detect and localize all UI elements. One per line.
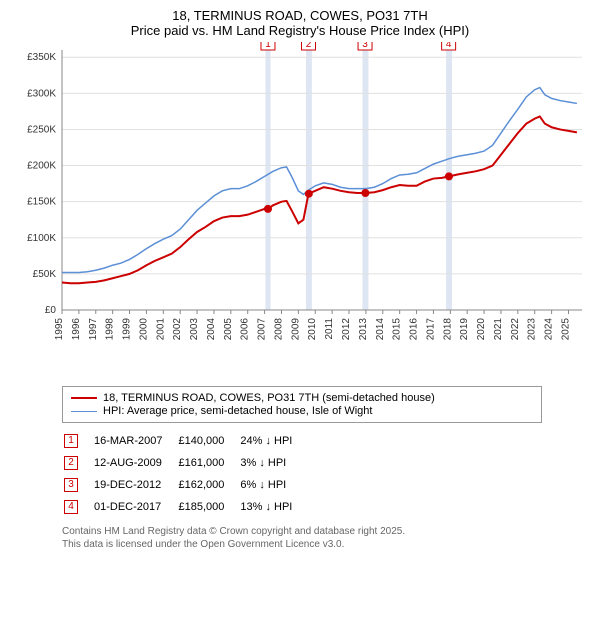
sale-price: £162,000 [178,475,238,495]
svg-text:2021: 2021 [493,318,504,341]
svg-text:2017: 2017 [425,318,436,341]
sale-marker: 2 [64,456,78,470]
footer-line-2: This data is licensed under the Open Gov… [62,538,578,551]
svg-text:2013: 2013 [358,318,369,341]
svg-text:2004: 2004 [206,318,217,341]
sale-date: 01-DEC-2017 [94,497,176,517]
attribution-footer: Contains HM Land Registry data © Crown c… [62,525,578,551]
svg-text:1999: 1999 [122,318,133,341]
svg-text:1996: 1996 [71,318,82,341]
title-line-1: 18, TERMINUS ROAD, COWES, PO31 7TH [12,8,588,23]
sale-delta: 13% ↓ HPI [240,497,306,517]
table-row: 1 16-MAR-2007£140,00024% ↓ HPI [64,431,306,451]
legend-label: HPI: Average price, semi-detached house,… [103,405,372,417]
svg-text:2000: 2000 [138,318,149,341]
svg-text:2008: 2008 [273,318,284,341]
svg-text:2024: 2024 [544,318,555,341]
svg-text:2012: 2012 [341,318,352,341]
sale-delta: 24% ↓ HPI [240,431,306,451]
svg-text:2006: 2006 [240,318,251,341]
svg-text:2025: 2025 [560,318,571,341]
svg-text:1997: 1997 [88,318,99,341]
svg-text:3: 3 [362,42,368,50]
svg-text:2016: 2016 [409,318,420,341]
sale-date: 19-DEC-2012 [94,475,176,495]
legend-box: 18, TERMINUS ROAD, COWES, PO31 7TH (semi… [62,386,542,423]
svg-text:£300K: £300K [27,88,56,99]
svg-text:£100K: £100K [27,233,56,244]
legend-row: 18, TERMINUS ROAD, COWES, PO31 7TH (semi… [71,392,533,404]
sale-price: £185,000 [178,497,238,517]
svg-text:2022: 2022 [510,318,521,341]
svg-text:2015: 2015 [392,318,403,341]
price-chart-container: { "title": { "line1": "18, TERMINUS ROAD… [0,0,600,561]
sale-delta: 6% ↓ HPI [240,475,306,495]
legend-swatch [71,397,97,399]
svg-text:£150K: £150K [27,197,56,208]
svg-text:2: 2 [306,42,312,50]
svg-text:2011: 2011 [324,318,335,340]
chart-area: £0 £50K £100K £150K £200K £250K £300K £350K 1995… [12,42,588,382]
svg-text:£0: £0 [45,305,57,316]
svg-text:2007: 2007 [257,318,268,341]
legend-label: 18, TERMINUS ROAD, COWES, PO31 7TH (semi… [103,392,435,404]
svg-text:2018: 2018 [442,318,453,341]
svg-text:1995: 1995 [54,318,65,341]
sale-marker: 4 [64,500,78,514]
table-row: 2 12-AUG-2009£161,0003% ↓ HPI [64,453,306,473]
title-line-2: Price paid vs. HM Land Registry's House … [12,23,588,38]
svg-text:2005: 2005 [223,318,234,341]
svg-text:£350K: £350K [27,52,56,63]
svg-text:4: 4 [446,42,452,50]
sale-marker: 1 [64,434,78,448]
table-row: 3 19-DEC-2012£162,0006% ↓ HPI [64,475,306,495]
svg-text:2010: 2010 [307,318,318,341]
svg-text:£200K: £200K [27,161,56,172]
sale-price: £140,000 [178,431,238,451]
sale-price: £161,000 [178,453,238,473]
footer-line-1: Contains HM Land Registry data © Crown c… [62,525,578,538]
svg-text:2019: 2019 [459,318,470,341]
sale-date: 16-MAR-2007 [94,431,176,451]
legend-row: HPI: Average price, semi-detached house,… [71,405,533,417]
line-chart-svg: £0 £50K £100K £150K £200K £250K £300K £350K 1995… [12,42,588,382]
svg-text:£50K: £50K [33,269,57,280]
svg-text:£250K: £250K [27,124,56,135]
svg-text:2023: 2023 [527,318,538,341]
svg-text:1998: 1998 [105,318,116,341]
svg-text:2003: 2003 [189,318,200,341]
svg-text:2001: 2001 [155,318,166,341]
legend-swatch [71,411,97,412]
svg-text:2009: 2009 [290,318,301,341]
sale-date: 12-AUG-2009 [94,453,176,473]
svg-text:2014: 2014 [375,318,386,341]
svg-text:1: 1 [265,42,271,50]
svg-text:2020: 2020 [476,318,487,341]
table-row: 4 01-DEC-2017£185,00013% ↓ HPI [64,497,306,517]
sales-table: 1 16-MAR-2007£140,00024% ↓ HPI 2 12-AUG-200… [62,429,308,519]
sale-delta: 3% ↓ HPI [240,453,306,473]
svg-text:2002: 2002 [172,318,183,341]
chart-title: 18, TERMINUS ROAD, COWES, PO31 7TH Price… [12,8,588,38]
sale-marker: 3 [64,478,78,492]
